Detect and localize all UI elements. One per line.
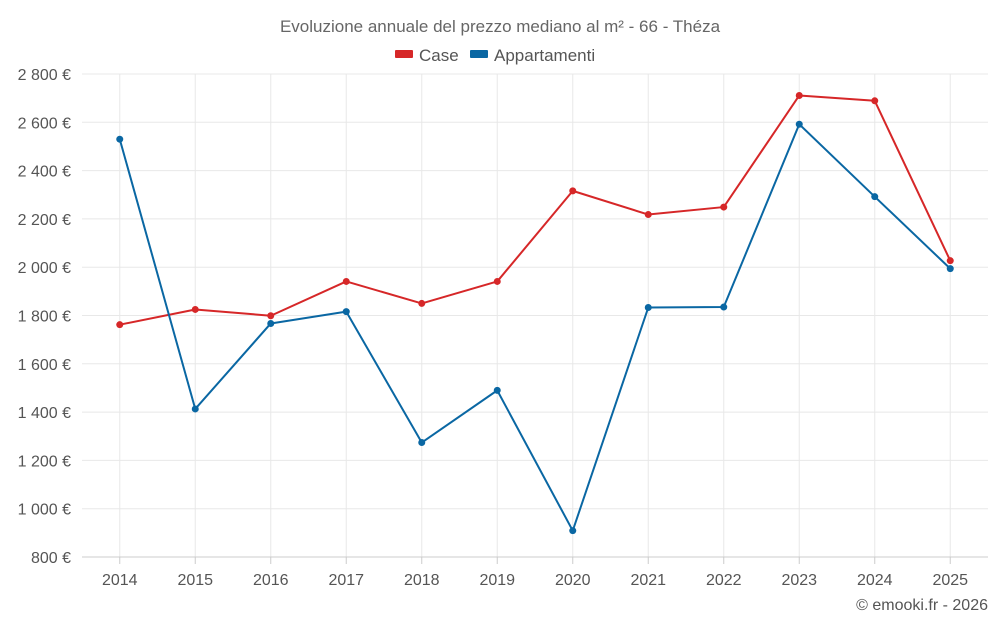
x-tick-label-2023: 2023 <box>781 572 817 589</box>
data-point-appartamenti-2017[interactable] <box>342 308 350 316</box>
data-point-appartamenti-2024[interactable] <box>871 193 879 201</box>
source-credit: © emooki.fr - 2026 <box>856 597 988 614</box>
x-tick-label-2024: 2024 <box>857 572 893 589</box>
data-point-appartamenti-2025[interactable] <box>946 265 954 273</box>
legend-swatch-case <box>395 50 413 58</box>
legend-item-appartamenti[interactable]: Appartamenti <box>470 46 595 65</box>
chart-title: Evoluzione annuale del prezzo mediano al… <box>280 17 721 36</box>
x-tick-label-2018: 2018 <box>404 572 440 589</box>
series-line-case <box>118 94 952 326</box>
y-tick-label-2800: 2 800 € <box>18 67 71 84</box>
data-point-case-2014[interactable] <box>116 321 124 329</box>
x-tick-label-2017: 2017 <box>328 572 364 589</box>
data-point-case-2018[interactable] <box>418 299 426 307</box>
data-point-case-2017[interactable] <box>342 277 350 285</box>
legend-label-case: Case <box>419 46 459 65</box>
data-point-appartamenti-2021[interactable] <box>644 304 652 312</box>
x-tick-label-2014: 2014 <box>102 572 138 589</box>
data-point-case-2020[interactable] <box>569 187 577 195</box>
x-tick-label-2025: 2025 <box>932 572 968 589</box>
data-point-appartamenti-2019[interactable] <box>493 386 501 394</box>
y-tick-label-2600: 2 600 € <box>18 115 71 132</box>
x-tick-label-2015: 2015 <box>177 572 213 589</box>
y-tick-label-800: 800 € <box>31 550 71 567</box>
y-tick-label-2000: 2 000 € <box>18 260 71 277</box>
data-point-case-2016[interactable] <box>267 312 275 320</box>
y-tick-label-1400: 1 400 € <box>18 405 71 422</box>
data-point-appartamenti-2015[interactable] <box>191 405 199 413</box>
x-tick-label-2016: 2016 <box>253 572 289 589</box>
x-tick-label-2019: 2019 <box>479 572 515 589</box>
data-point-appartamenti-2018[interactable] <box>418 439 426 447</box>
x-tick-label-2022: 2022 <box>706 572 742 589</box>
data-point-case-2025[interactable] <box>946 257 954 265</box>
data-point-appartamenti-2022[interactable] <box>720 303 728 311</box>
y-tick-label-1800: 1 800 € <box>18 309 71 326</box>
data-point-appartamenti-2016[interactable] <box>267 319 275 327</box>
grid <box>82 73 988 557</box>
data-point-case-2015[interactable] <box>191 305 199 313</box>
axes: 800 € 1 000 € 1 200 € 1 400 € 1 600 € 1 800 €… <box>18 67 988 589</box>
series-layer <box>118 94 952 532</box>
data-point-case-2022[interactable] <box>720 203 728 211</box>
y-tick-label-2200: 2 200 € <box>18 212 71 229</box>
legend-label-appartamenti: Appartamenti <box>494 46 595 65</box>
data-point-case-2024[interactable] <box>871 97 879 105</box>
points-layer <box>116 91 954 535</box>
legend-item-case[interactable]: Case <box>395 46 459 65</box>
x-tick-label-2020: 2020 <box>555 572 591 589</box>
data-point-appartamenti-2014[interactable] <box>116 135 124 143</box>
data-point-case-2021[interactable] <box>644 211 652 219</box>
data-point-appartamenti-2020[interactable] <box>569 527 577 535</box>
data-point-case-2019[interactable] <box>493 277 501 285</box>
y-tick-label-1600: 1 600 € <box>18 357 71 374</box>
data-point-appartamenti-2023[interactable] <box>795 120 803 128</box>
y-tick-label-2400: 2 400 € <box>18 164 71 181</box>
series-line-appartamenti <box>118 123 952 532</box>
data-point-case-2023[interactable] <box>795 91 803 99</box>
y-tick-label-1000: 1 000 € <box>18 502 71 519</box>
y-tick-label-1200: 1 200 € <box>18 453 71 470</box>
legend: Case Appartamenti <box>395 46 595 65</box>
legend-swatch-appartamenti <box>470 50 488 58</box>
x-tick-label-2021: 2021 <box>630 572 666 589</box>
